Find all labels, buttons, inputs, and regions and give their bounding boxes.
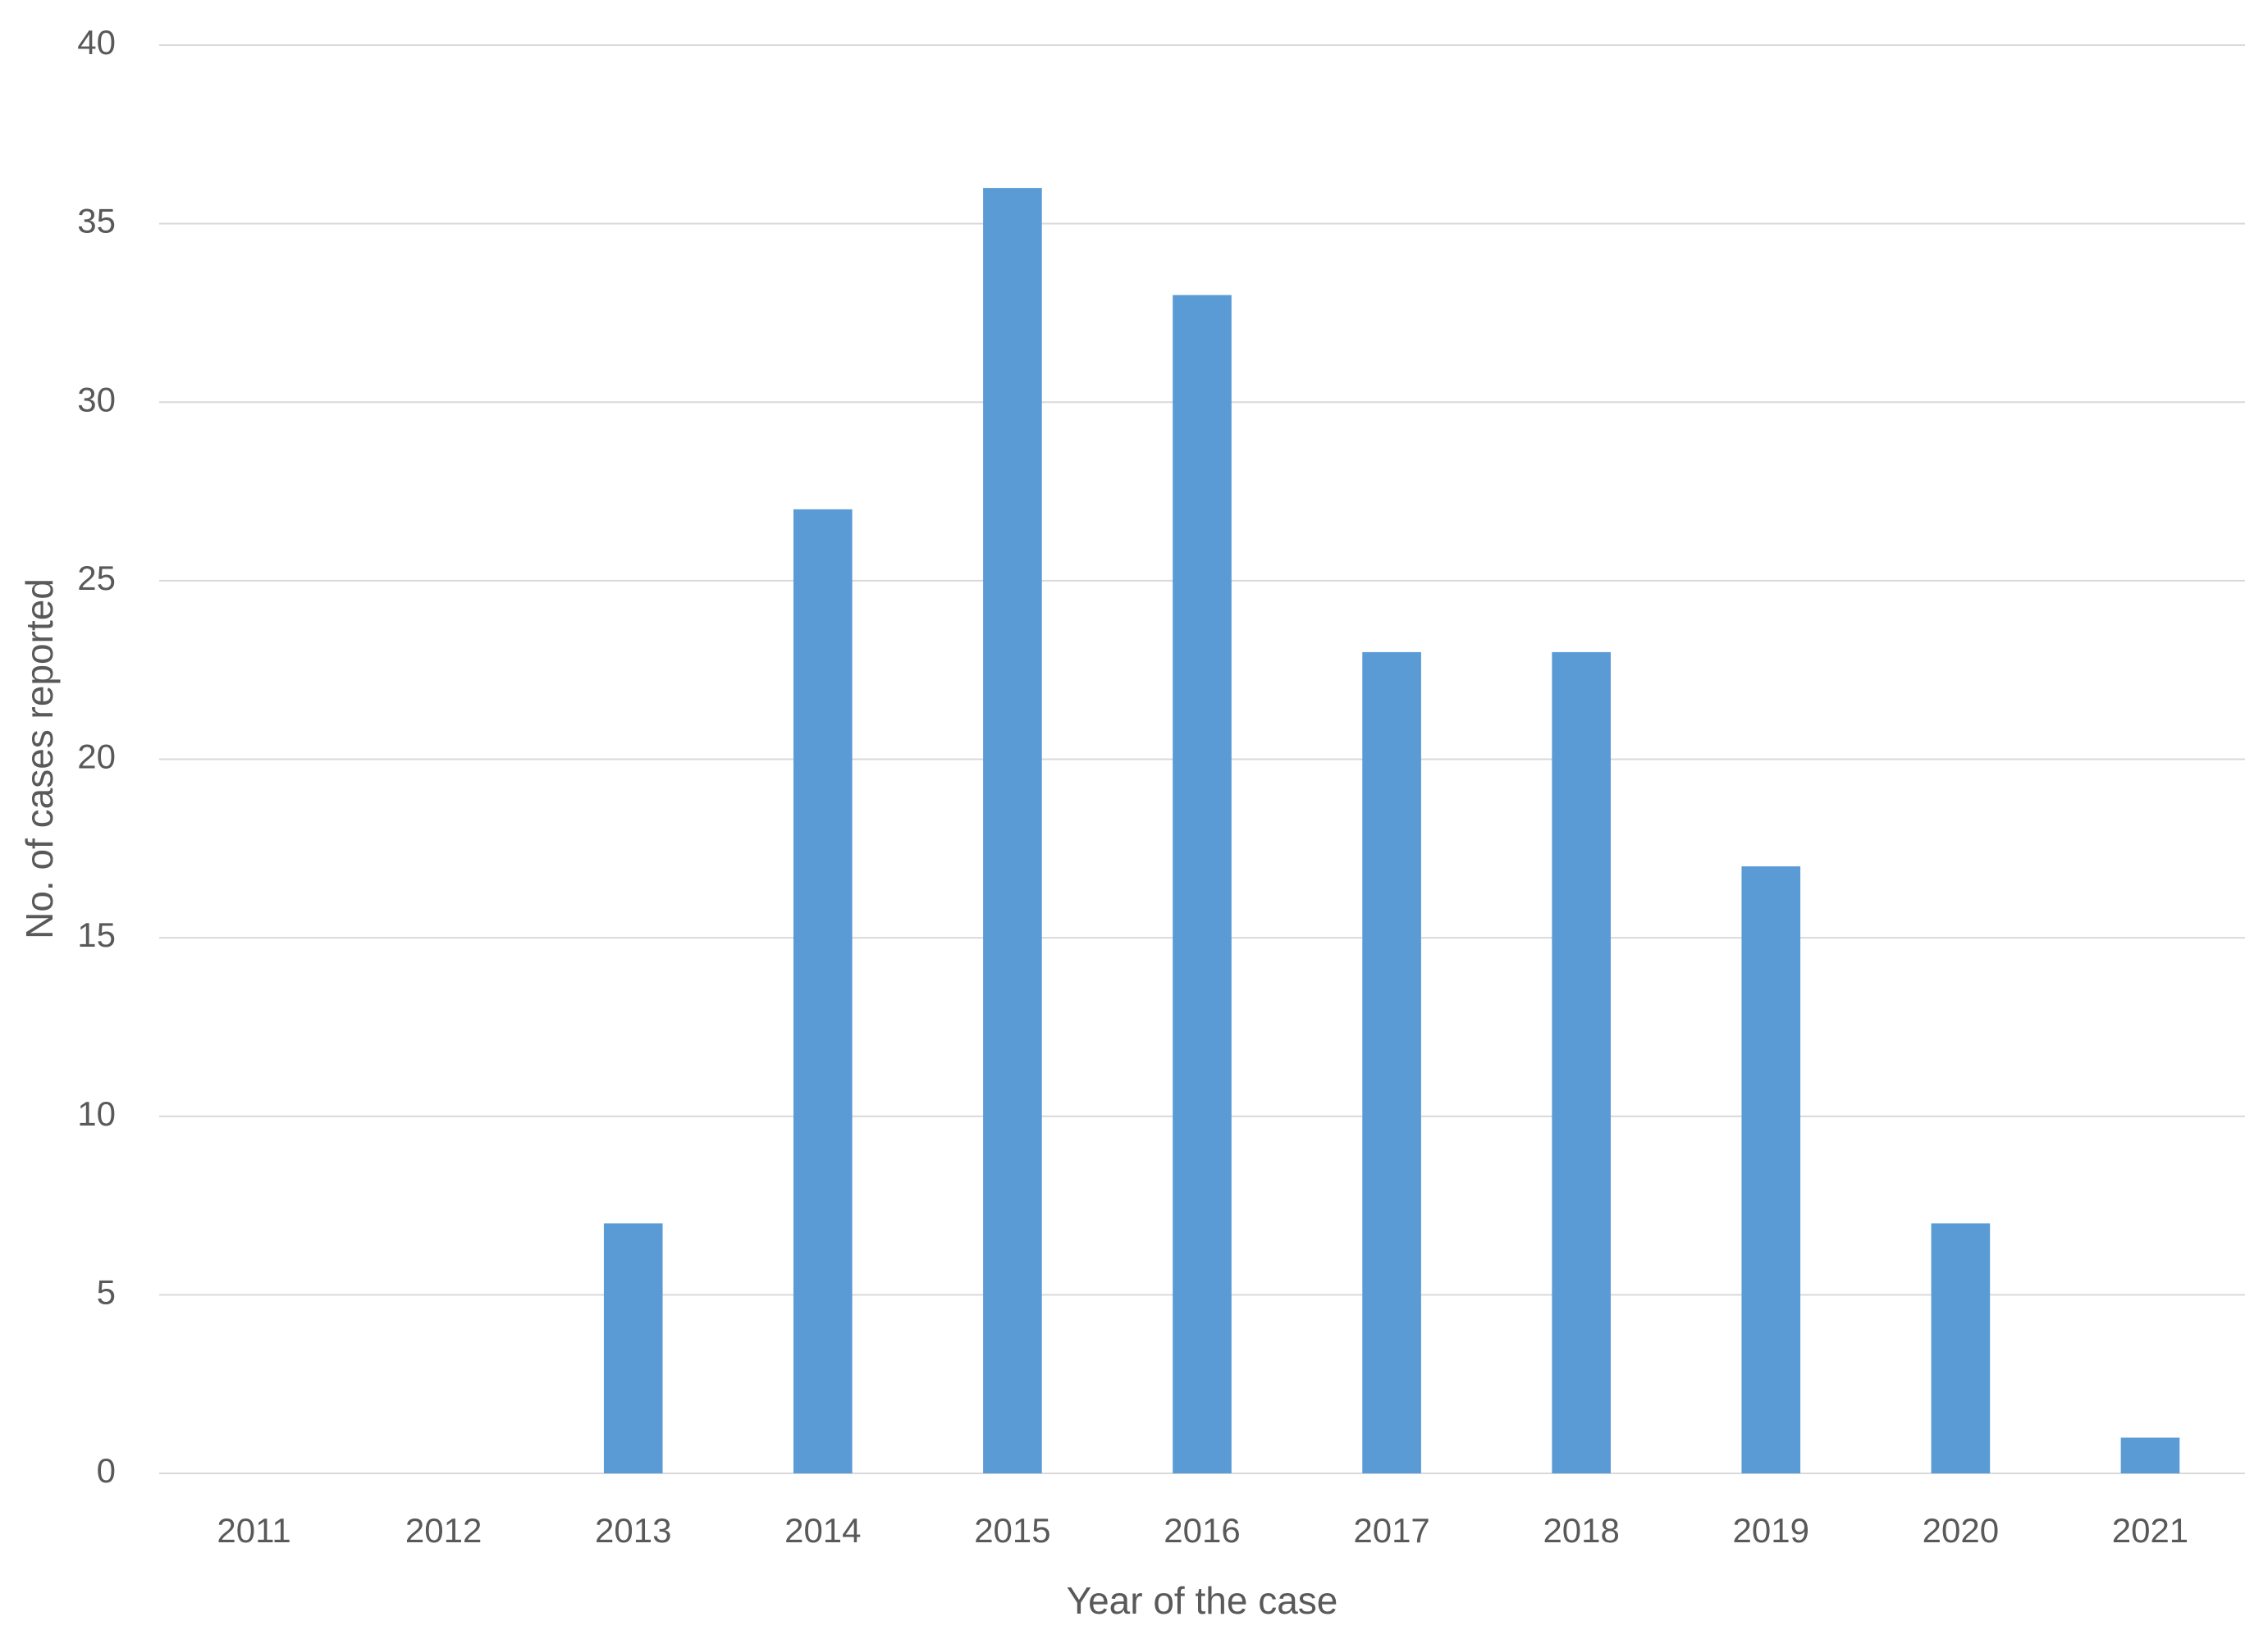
y-tick-label: 0: [97, 1451, 116, 1490]
x-tick-label: 2015: [974, 1511, 1050, 1550]
x-tick-label: 2012: [405, 1511, 482, 1550]
x-tick-label: 2017: [1353, 1511, 1429, 1550]
x-tick-label: 2016: [1164, 1511, 1240, 1550]
y-axis-title: No. of cases reported: [18, 578, 61, 939]
bar: [793, 509, 853, 1474]
y-tick-label: 10: [77, 1094, 116, 1133]
y-tick-label: 20: [77, 738, 116, 776]
y-tick-label: 15: [77, 916, 116, 954]
x-tick-label: 2021: [2112, 1511, 2188, 1550]
x-tick-label: 2020: [1923, 1511, 1999, 1550]
y-tick-label: 30: [77, 380, 116, 418]
bar: [1552, 651, 1612, 1473]
x-tick-label: 2014: [784, 1511, 861, 1550]
x-axis-title: Year of the case: [1067, 1579, 1338, 1622]
bar: [603, 1223, 663, 1473]
bar: [2120, 1437, 2180, 1473]
bar: [983, 188, 1042, 1474]
y-tick-label: 25: [77, 559, 116, 597]
x-tick-label: 2019: [1733, 1511, 1809, 1550]
bar: [1362, 651, 1421, 1473]
x-tick-label: 2018: [1543, 1511, 1619, 1550]
y-tick-label: 5: [97, 1272, 116, 1311]
bar: [1931, 1223, 1991, 1473]
x-tick-label: 2011: [217, 1511, 290, 1550]
y-tick-label: 35: [77, 202, 116, 240]
bar: [1741, 866, 1801, 1473]
y-tick-label: 40: [77, 23, 116, 62]
x-tick-label: 2013: [595, 1511, 671, 1550]
bar: [1173, 295, 1232, 1473]
